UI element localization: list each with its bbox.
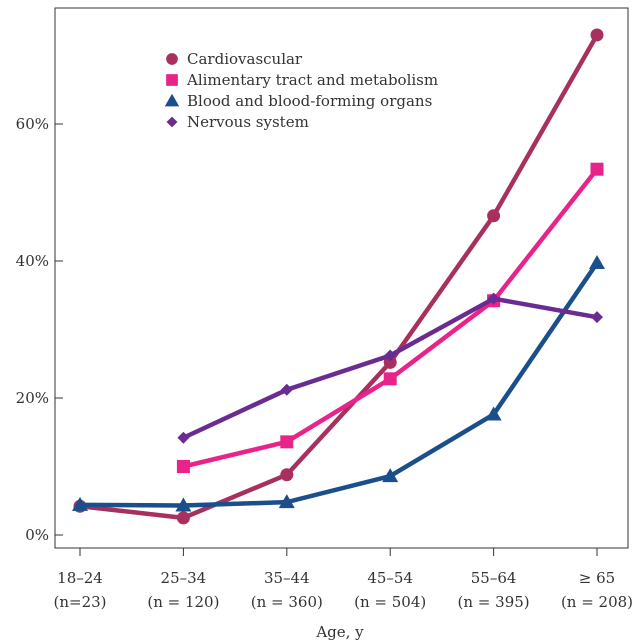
legend-label: Blood and blood-forming organs [187, 92, 432, 110]
data-point [176, 460, 190, 473]
legend: Cardiovascular Alimentary tract and metab… [164, 50, 438, 131]
series-line [77, 32, 600, 521]
x-tick-label: 18–24 [57, 569, 103, 587]
y-tick-label: 0% [25, 526, 49, 544]
data-point [383, 355, 397, 369]
legend-label: Cardiovascular [187, 50, 303, 68]
data-point [485, 406, 502, 421]
data-point [175, 497, 192, 512]
legend-item: Cardiovascular [166, 50, 303, 68]
data-point [280, 468, 294, 482]
legend-marker-diamond [166, 116, 178, 128]
data-point [383, 372, 397, 386]
series-line [181, 166, 600, 469]
legend-marker-square [166, 74, 178, 86]
data-point [487, 292, 500, 305]
series-line [77, 260, 600, 508]
x-axis: 18–24 (n=23) 25–34 (n = 120) 35–44 (n = 360) 4… [53, 548, 632, 611]
series-4 [177, 292, 603, 444]
data-point [590, 162, 604, 176]
y-tick-label: 40% [16, 252, 49, 270]
x-tick-label: ≥ 65 [579, 569, 615, 587]
data-point [72, 496, 88, 511]
series-layer [72, 28, 605, 525]
data-point [176, 511, 190, 525]
legend-item: Alimentary tract and metabolism [166, 71, 438, 89]
data-point [384, 349, 397, 362]
data-point [589, 255, 605, 270]
x-tick-sample-size: (n = 120) [147, 593, 219, 611]
data-point [590, 28, 604, 42]
data-point [382, 468, 399, 483]
y-tick-label: 60% [16, 115, 49, 133]
x-tick-sample-size: (n = 504) [354, 593, 426, 611]
data-point [177, 431, 190, 444]
data-point [278, 494, 295, 509]
x-tick-sample-size: (n = 395) [458, 593, 530, 611]
x-tick-label: 45–54 [367, 569, 413, 587]
legend-item: Nervous system [166, 113, 309, 131]
data-point [487, 209, 501, 223]
data-point [591, 311, 603, 324]
x-tick-label: 25–34 [161, 569, 207, 587]
x-tick-sample-size: (n=23) [53, 593, 106, 611]
x-axis-label: Age, y [315, 623, 364, 641]
x-tick-label: 35–44 [264, 569, 310, 587]
data-point [280, 383, 293, 396]
x-tick-label: 55–64 [471, 569, 517, 587]
legend-label: Alimentary tract and metabolism [186, 71, 438, 89]
legend-item: Blood and blood-forming organs [164, 92, 432, 110]
legend-marker-circle [166, 53, 178, 65]
data-point [280, 435, 294, 449]
x-tick-sample-size: (n = 360) [251, 593, 323, 611]
legend-label: Nervous system [187, 113, 309, 131]
y-axis: 0% 20% 40% 60% [16, 115, 63, 544]
series-2 [176, 162, 604, 473]
plot-frame [54, 7, 629, 549]
series-3 [72, 255, 605, 512]
legend-marker-triangle [164, 93, 180, 107]
x-tick-sample-size: (n = 208) [561, 593, 632, 611]
y-tick-label: 20% [16, 389, 49, 407]
